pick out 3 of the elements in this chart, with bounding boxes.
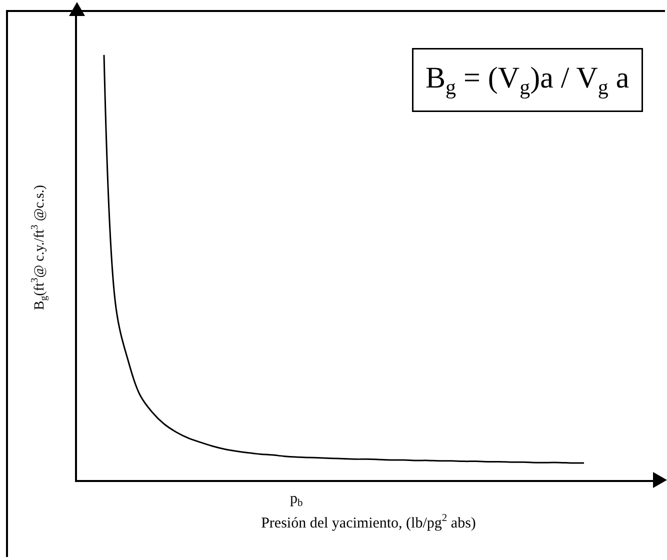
- annotation: B$_{g}$ = (V$_{g}$)a / V$_{g}$ a: [426, 62, 630, 99]
- text: p$_{b}$: [290, 491, 303, 510]
- x-axis-title: Presión del yacimiento, (lb/pg$^{2}$ abs): [261, 512, 476, 532]
